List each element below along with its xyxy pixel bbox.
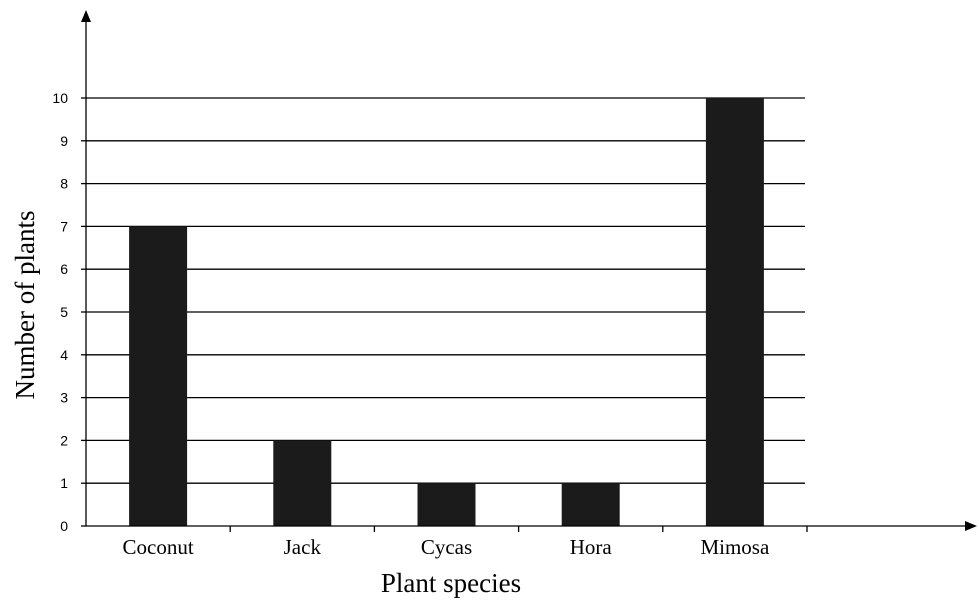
x-axis-title: Plant species — [381, 568, 521, 598]
y-tick-label: 0 — [60, 518, 68, 534]
y-tick-label: 7 — [60, 218, 68, 234]
x-tick-label: Cycas — [421, 535, 472, 559]
y-tick-labels: 0 1 2 3 4 5 6 7 8 9 10 — [52, 90, 68, 534]
x-tick-labels: Coconut Jack Cycas Hora Mimosa — [123, 535, 770, 559]
x-tick-label: Jack — [284, 535, 322, 559]
x-tick-label: Mimosa — [700, 535, 770, 559]
y-tick-label: 3 — [60, 390, 68, 406]
y-tick-label: 1 — [60, 475, 68, 491]
bar-jack — [273, 440, 332, 526]
y-tick-label: 9 — [60, 133, 68, 149]
bar-cycas — [417, 483, 476, 526]
y-tick-label: 6 — [60, 261, 68, 277]
x-tick-label: Coconut — [123, 535, 194, 559]
bar-coconut — [129, 226, 188, 526]
bars — [129, 98, 764, 526]
x-tick-label: Hora — [570, 535, 613, 559]
y-tick-label: 8 — [60, 176, 68, 192]
y-tick-label: 10 — [52, 90, 68, 106]
axes — [81, 10, 977, 531]
gridlines — [81, 97, 808, 532]
y-tick-label: 5 — [60, 304, 68, 320]
y-tick-label: 4 — [60, 347, 68, 363]
y-tick-label: 2 — [60, 432, 68, 448]
bar-mimosa — [705, 98, 764, 526]
y-axis-title: Number of plants — [10, 211, 40, 400]
bar-hora — [561, 483, 620, 526]
